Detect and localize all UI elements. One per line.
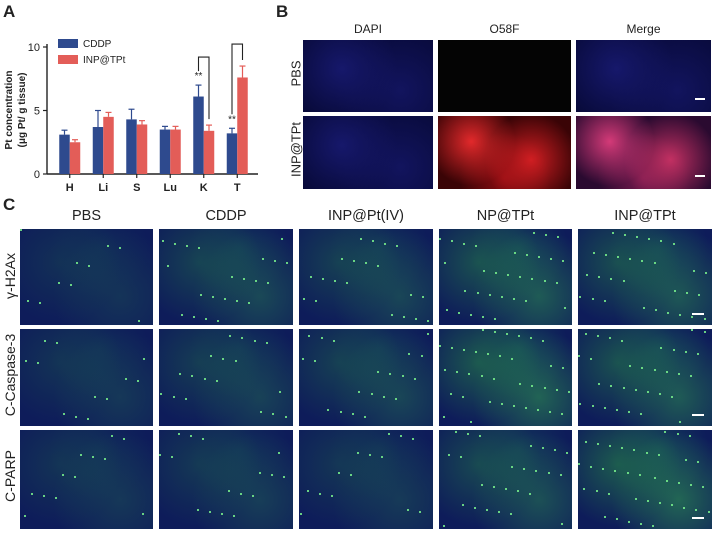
panel-c-column-header-inptpt: INP@TPt bbox=[614, 208, 676, 224]
scale-bar bbox=[695, 98, 705, 100]
micrograph-b-inptpt-merge bbox=[576, 116, 711, 189]
bar-INP@TPt-T bbox=[237, 77, 248, 174]
significance-bracket bbox=[231, 43, 244, 115]
significance-label: ** bbox=[228, 114, 236, 125]
micrograph-c-3-3 bbox=[299, 430, 433, 529]
micrograph-c-2-2 bbox=[159, 329, 293, 426]
scale-bar bbox=[695, 175, 705, 177]
bar-CDDP-S bbox=[126, 119, 137, 174]
bar-INP@TPt-K bbox=[203, 130, 215, 174]
panel-c-column-header-nptpt: NP@TPt bbox=[476, 208, 535, 224]
micrograph-c-1-3 bbox=[299, 229, 433, 325]
micrograph-c-1-2 bbox=[159, 229, 293, 325]
legend-swatch bbox=[58, 55, 78, 64]
micrograph-c-3-2 bbox=[159, 430, 293, 529]
x-tick-label: Lu bbox=[164, 182, 177, 194]
bar-CDDP-Li bbox=[92, 127, 104, 174]
scale-bar bbox=[692, 517, 704, 519]
bar-CDDP-K bbox=[193, 96, 204, 174]
x-tick-label: T bbox=[234, 182, 241, 194]
x-tick-label: H bbox=[66, 182, 74, 194]
panel-label-b: B bbox=[276, 2, 289, 21]
x-tick-label: Li bbox=[98, 182, 108, 194]
micrograph-c-1-4 bbox=[439, 229, 572, 325]
micrograph-b-pbs-o58f bbox=[438, 40, 571, 112]
micrograph-b-inptpt-dapi bbox=[303, 116, 433, 189]
panel-c-row-label-caspase3: C-Caspase-3 bbox=[2, 333, 18, 417]
micrograph-c-2-1 bbox=[20, 329, 153, 426]
micrograph-b-pbs-dapi bbox=[303, 40, 433, 112]
significance-label: ** bbox=[195, 71, 203, 82]
y-axis-label-units: (μg Pt/ g tissue) bbox=[17, 72, 28, 147]
panel-label-a: A bbox=[3, 2, 16, 21]
panel-c-column-header-pbs: PBS bbox=[71, 208, 101, 224]
panel-b-column-header-merge: Merge bbox=[626, 22, 661, 36]
micrograph-c-3-4 bbox=[439, 430, 572, 529]
bar-CDDP-H bbox=[59, 134, 70, 174]
micrograph-b-pbs-merge bbox=[576, 40, 711, 112]
panel-b-column-header-dapi: DAPI bbox=[353, 22, 382, 36]
y-tick-label: 10 bbox=[28, 42, 40, 54]
micrograph-c-3-1 bbox=[20, 430, 153, 529]
micrograph-c-2-3 bbox=[299, 329, 433, 426]
legend-swatch bbox=[58, 39, 78, 48]
y-tick-label: 5 bbox=[34, 106, 40, 118]
panel-c-column-header-inpptiv: INP@Pt(IV) bbox=[328, 208, 404, 224]
panel-c-row-label-h2ax: γ-H2Ax bbox=[2, 253, 18, 299]
bar-INP@TPt-H bbox=[69, 142, 81, 174]
bar-INP@TPt-Lu bbox=[170, 129, 181, 174]
y-axis-label: Pt concentration bbox=[4, 71, 15, 150]
x-tick-label: S bbox=[133, 182, 140, 194]
scale-bar bbox=[692, 313, 704, 315]
y-tick-label: 0 bbox=[34, 169, 40, 181]
legend-label: CDDP bbox=[83, 39, 112, 50]
micrograph-c-2-5 bbox=[578, 329, 712, 426]
bar-INP@TPt-Li bbox=[103, 116, 114, 174]
significance-bracket bbox=[197, 56, 210, 120]
micrograph-c-1-5 bbox=[578, 229, 712, 325]
bar-CDDP-Lu bbox=[159, 129, 171, 174]
legend-label: INP@TPt bbox=[83, 55, 126, 66]
panel-c-column-header-cddp: CDDP bbox=[205, 208, 247, 224]
panel-b-column-header-o58f: O58F bbox=[489, 22, 520, 36]
x-tick-label: K bbox=[200, 182, 208, 194]
bar-CDDP-T bbox=[226, 133, 238, 174]
bar-INP@TPt-S bbox=[136, 124, 148, 174]
micrograph-c-3-5 bbox=[578, 430, 712, 529]
panel-b-row-label-inptpt: INP@TPt bbox=[288, 121, 304, 178]
panel-label-c: C bbox=[3, 195, 16, 214]
bar-chart: 0 5 10 Pt concentration (μg Pt/ g tissue) H Li… bbox=[4, 39, 258, 194]
scale-bar bbox=[692, 414, 704, 416]
micrograph-b-inptpt-o58f bbox=[438, 116, 571, 189]
micrograph-c-1-1 bbox=[20, 229, 153, 325]
micrograph-c-2-4 bbox=[439, 329, 572, 426]
panel-c-row-label-cparp: C-PARP bbox=[2, 450, 18, 502]
